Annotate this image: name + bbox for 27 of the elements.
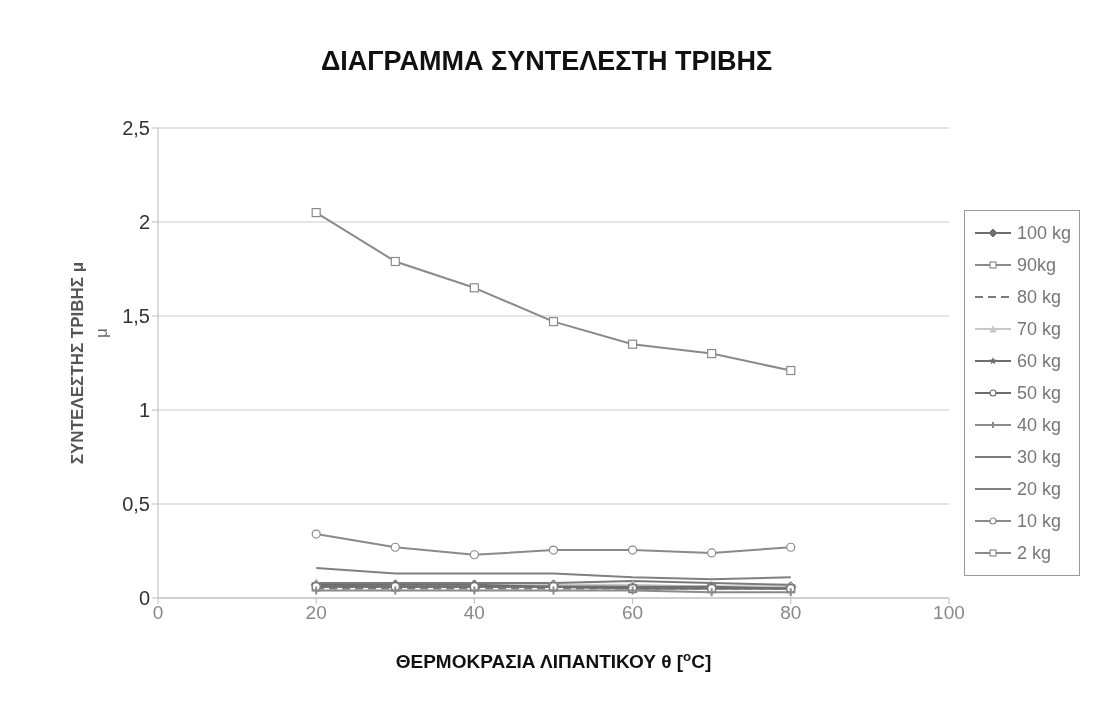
x-tick-label: 60: [622, 602, 644, 624]
x-tick-label: 80: [780, 602, 802, 624]
legend-label: 30 kg: [1016, 446, 1061, 468]
legend-label: 70 kg: [1016, 318, 1061, 340]
x-axis-title: ΘΕΡΜΟΚΡΑΣΙΑ ΛΙΠΑΝΤΙΚΟΥ θ [$^{o}$C]: [395, 648, 712, 672]
x-tick-label: 100: [933, 602, 965, 624]
legend-label: 40 kg: [1016, 414, 1061, 436]
chart-title: ΔΙΑΓΡΑΜΜΑ ΣΥΝΤΕΛΕΣΤΗ ΤΡΙΒΗΣ: [319, 46, 774, 77]
legend-label: 50 kg: [1016, 382, 1061, 404]
y-tick-label: 2: [138, 211, 150, 234]
x-tick-label: 40: [463, 602, 485, 624]
legend-label: 10 kg: [1016, 510, 1061, 532]
y-tick-label: 0: [138, 587, 150, 610]
y-axis-title: ΣΥΝΤΕΛΕΣΤΗΣ ΤΡΙΒΗΣ μ: [68, 261, 87, 465]
legend-label: 2 kg: [1016, 542, 1051, 564]
legend-label: 80 kg: [1016, 286, 1061, 308]
y-tick-label: 0,5: [122, 493, 150, 516]
y-tick-label: 1,5: [122, 305, 150, 328]
legend-label: 60 kg: [1016, 350, 1061, 372]
y-tick-label: 1: [138, 399, 150, 422]
x-tick-label: 0: [152, 602, 164, 624]
text: μ: [92, 328, 111, 338]
x-tick-label: 20: [305, 602, 327, 624]
y-tick-label: 2,5: [122, 117, 150, 140]
legend-label: 20 kg: [1016, 478, 1061, 500]
legend-label: 100 kg: [1016, 222, 1071, 244]
legend-label: 90kg: [1016, 254, 1056, 276]
